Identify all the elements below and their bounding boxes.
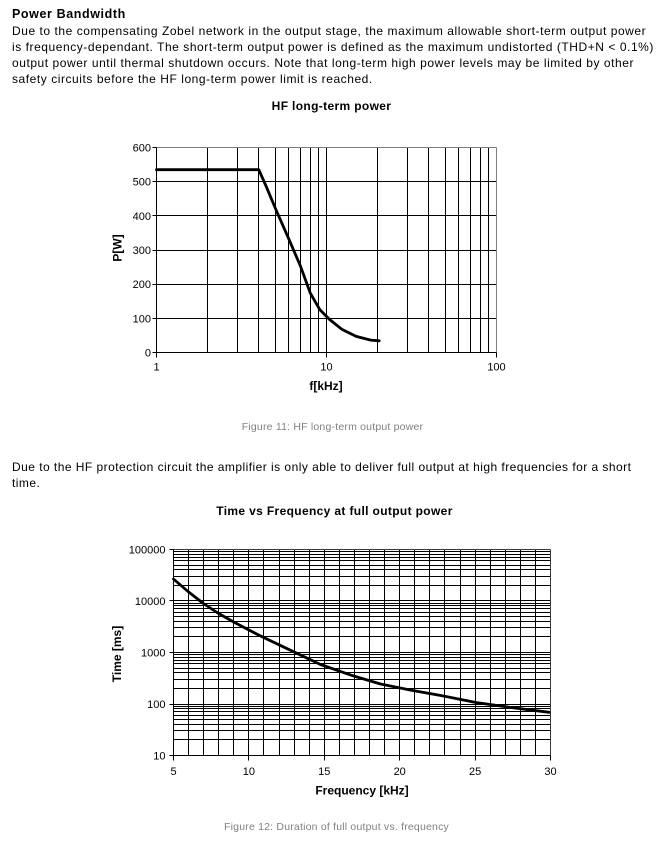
svg-text:100: 100 [147, 699, 165, 711]
svg-text:1: 1 [153, 362, 159, 374]
svg-text:25: 25 [469, 766, 481, 778]
svg-text:100000: 100000 [129, 545, 166, 557]
svg-text:20: 20 [394, 766, 406, 778]
svg-text:10000: 10000 [135, 596, 166, 608]
svg-text:500: 500 [133, 177, 151, 189]
svg-text:100: 100 [133, 313, 151, 325]
svg-text:10: 10 [320, 362, 332, 374]
svg-text:100: 100 [487, 362, 505, 374]
svg-text:5: 5 [170, 766, 176, 778]
svg-text:Time [ms]: Time [ms] [110, 626, 124, 682]
svg-text:10: 10 [153, 751, 165, 763]
svg-text:1000: 1000 [141, 648, 165, 660]
svg-text:P[W]: P[W] [111, 234, 125, 261]
svg-text:600: 600 [133, 143, 151, 155]
svg-text:f[kHz]: f[kHz] [309, 379, 342, 393]
svg-text:300: 300 [133, 245, 151, 257]
svg-text:30: 30 [544, 766, 556, 778]
svg-text:15: 15 [318, 766, 330, 778]
svg-text:200: 200 [133, 279, 151, 291]
svg-text:0: 0 [145, 348, 151, 360]
svg-text:Frequency [kHz]: Frequency [kHz] [315, 784, 408, 798]
svg-text:10: 10 [243, 766, 255, 778]
svg-text:400: 400 [133, 211, 151, 223]
